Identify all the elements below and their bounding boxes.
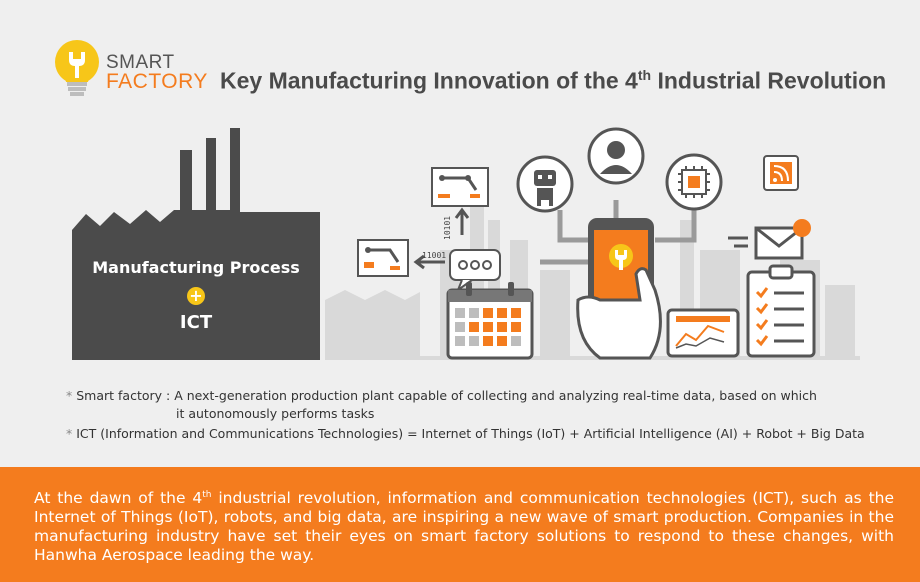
smartphone-hand-icon bbox=[576, 218, 662, 360]
connector-lines bbox=[540, 200, 697, 265]
robot-icon bbox=[516, 155, 574, 213]
logo-factory-text: FACTORY bbox=[106, 70, 208, 93]
factory-icon bbox=[72, 128, 320, 360]
logo-smart-text: SMART bbox=[106, 52, 175, 73]
note-smart-factory-line1: Smart factory : A next-generation produc… bbox=[76, 388, 817, 403]
note-bullet: * bbox=[66, 426, 73, 441]
summary-panel bbox=[0, 467, 920, 582]
note-bullet: * bbox=[66, 388, 73, 403]
note-smart-factory: * Smart factory : A next-generation prod… bbox=[66, 388, 817, 403]
robot-arm-icon-top bbox=[431, 167, 489, 207]
rss-feed-icon bbox=[763, 155, 799, 191]
robot-arm-icon-left bbox=[357, 239, 409, 277]
arrow-left-icon bbox=[413, 254, 445, 270]
binary-vertical: 10101 bbox=[443, 216, 452, 240]
note-ict-text: ICT (Information and Communications Tech… bbox=[76, 426, 865, 441]
factory-label-line2: ICT bbox=[179, 312, 213, 333]
summary-text: At the dawn of the 4th industrial revolu… bbox=[34, 489, 895, 565]
calendar-icon bbox=[446, 282, 534, 360]
factory-label-line1: Manufacturing Process bbox=[92, 258, 300, 277]
illustration: 11001 10101 bbox=[72, 127, 860, 360]
arrow-up-icon bbox=[454, 207, 470, 235]
note-ict: * ICT (Information and Communications Te… bbox=[66, 426, 865, 441]
plus-badge: + bbox=[187, 287, 205, 305]
chart-tablet-icon bbox=[666, 308, 740, 358]
page-title: Key Manufacturing Innovation of the 4th … bbox=[220, 67, 887, 94]
user-avatar-icon bbox=[587, 127, 645, 185]
checklist-icon bbox=[746, 264, 816, 358]
note-smart-factory-line2: it autonomously performs tasks bbox=[176, 406, 375, 421]
binary-horizontal: 11001 bbox=[422, 251, 446, 260]
lightbulb-wrench-icon bbox=[55, 40, 99, 96]
mail-icon bbox=[728, 219, 811, 260]
cpu-chip-icon bbox=[665, 153, 723, 211]
header: SMART FACTORY Key Manufacturing Innovati… bbox=[0, 0, 920, 110]
